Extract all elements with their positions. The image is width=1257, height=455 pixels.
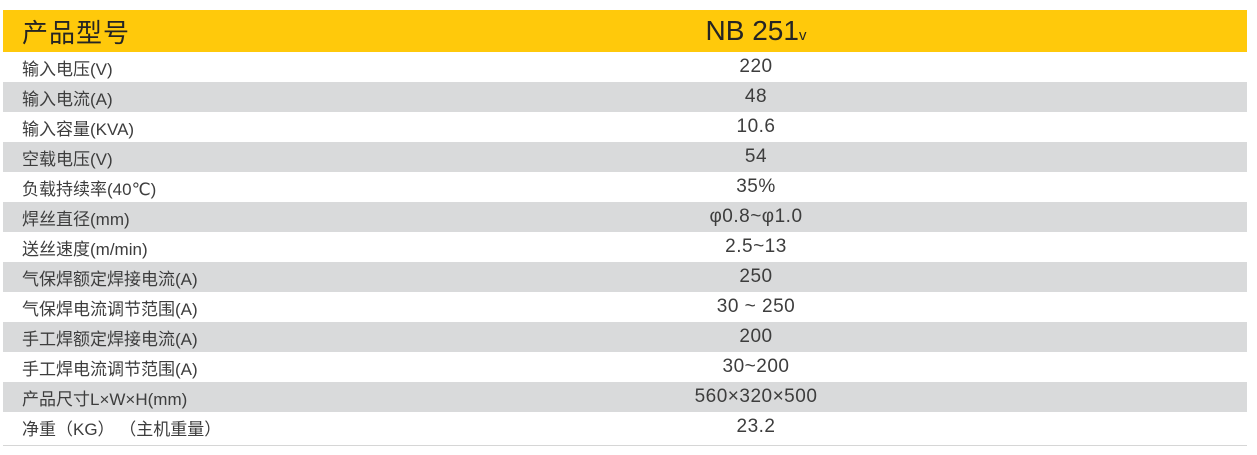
model-suffix: v xyxy=(798,27,807,44)
table-row: 净重（KG） （主机重量） 23.2 xyxy=(3,412,1247,442)
spec-label: 产品尺寸L×W×H(mm) xyxy=(22,389,188,409)
spec-label: 净重（KG） （主机重量） xyxy=(22,419,222,439)
spec-label: 输入电流(A) xyxy=(22,89,113,109)
spec-value: φ0.8~φ1.0 xyxy=(709,206,803,227)
header-model-label: 产品型号 xyxy=(22,17,131,48)
table-row: 气保焊额定焊接电流(A) 250 xyxy=(3,262,1247,292)
table-row: 手工焊额定焊接电流(A) 200 xyxy=(3,322,1247,352)
spec-value: 30 ~ 250 xyxy=(716,296,796,317)
table-row: 产品尺寸L×W×H(mm) 560×320×500 xyxy=(3,382,1247,412)
spec-value: 560×320×500 xyxy=(694,386,818,407)
spec-label: 负载持续率(40℃) xyxy=(22,179,157,199)
table-row: 气保焊电流调节范围(A) 30 ~ 250 xyxy=(3,292,1247,322)
header-model-value: NB 251v xyxy=(265,15,1247,47)
spec-value: 10.6 xyxy=(736,116,776,137)
table-header-row: 产品型号 NB 251v xyxy=(3,10,1247,52)
spec-value: 30~200 xyxy=(722,356,790,377)
spec-label: 输入容量(KVA) xyxy=(22,119,135,139)
model-name: NB 251 xyxy=(705,15,799,46)
spec-label: 手工焊电流调节范围(A) xyxy=(22,359,198,379)
spec-label: 气保焊额定焊接电流(A) xyxy=(22,269,198,289)
spec-label: 手工焊额定焊接电流(A) xyxy=(22,329,198,349)
table-row: 手工焊电流调节范围(A) 30~200 xyxy=(3,352,1247,382)
spec-label: 焊丝直径(mm) xyxy=(22,209,130,229)
spec-value: 54 xyxy=(744,146,768,167)
spec-value: 2.5~13 xyxy=(725,236,787,257)
spec-label: 空载电压(V) xyxy=(22,149,113,169)
spec-value: 200 xyxy=(739,326,773,347)
table-row: 焊丝直径(mm) φ0.8~φ1.0 xyxy=(3,202,1247,232)
spec-value: 250 xyxy=(739,266,773,287)
table-row: 送丝速度(m/min) 2.5~13 xyxy=(3,232,1247,262)
spec-value: 23.2 xyxy=(736,416,776,437)
spec-label: 输入电压(V) xyxy=(22,59,113,79)
table-row: 空载电压(V) 54 xyxy=(3,142,1247,172)
table-row: 输入电流(A) 48 xyxy=(3,82,1247,112)
table-row: 负载持续率(40℃) 35% xyxy=(3,172,1247,202)
spec-value: 35% xyxy=(736,176,776,197)
spec-value: 220 xyxy=(739,56,773,77)
spec-value: 48 xyxy=(744,86,768,107)
product-spec-table: 产品型号 NB 251v 输入电压(V) 220 输入电流(A) 48 输入容量… xyxy=(3,10,1247,446)
table-row: 输入电压(V) 220 xyxy=(3,52,1247,82)
spec-label: 送丝速度(m/min) xyxy=(22,239,148,259)
spec-label: 气保焊电流调节范围(A) xyxy=(22,299,198,319)
table-row: 输入容量(KVA) 10.6 xyxy=(3,112,1247,142)
